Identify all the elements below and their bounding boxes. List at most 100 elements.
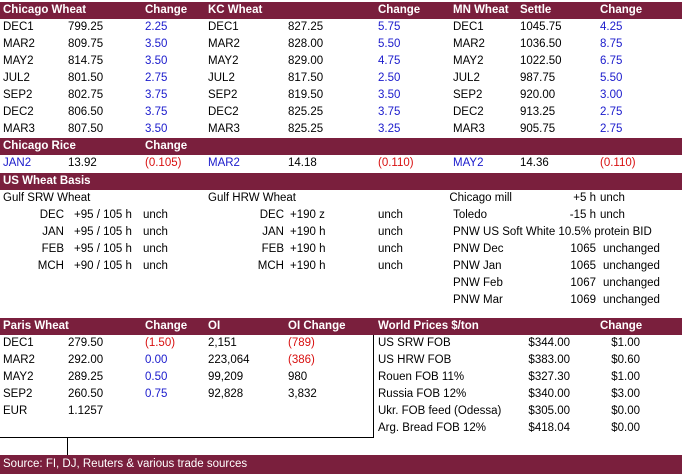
pnw-label: PNW Feb [453, 277, 503, 289]
basis-subheader-row: Gulf SRW Wheat Gulf HRW Wheat Chicago mi… [0, 190, 682, 207]
world-price-change: $1.00 [611, 337, 640, 349]
rice-month: JAN2 [3, 157, 32, 169]
hrw-status: unch [378, 260, 403, 272]
chicago-mill-value: +5 h [573, 192, 596, 204]
kc-price: 825.25 [288, 123, 324, 135]
grain-futures-row: JUL2 801.50 2.75 JUL2 817.50 2.50 JUL2 987.75 5.… [0, 70, 682, 87]
kc-price: 825.25 [288, 106, 324, 118]
mn-change: 2.75 [600, 106, 623, 118]
world-price-value: $340.00 [528, 388, 570, 400]
pnw-status: unchanged [603, 260, 660, 272]
rice-price: 14.18 [288, 157, 317, 169]
paris-month: MAR2 [3, 354, 35, 366]
mn-change-header: Change [600, 4, 643, 16]
paris-change: 0.75 [145, 388, 168, 400]
chicago-month: DEC2 [3, 106, 34, 118]
pnw-label: PNW Mar [453, 294, 503, 306]
eur-label: EUR [3, 405, 28, 417]
pnw-value: 1067 [570, 277, 596, 289]
rice-month: MAY2 [453, 157, 484, 169]
mn-change: 6.75 [600, 55, 623, 67]
grain-futures-row: MAR3 807.50 3.50 MAR3 825.25 3.25 MAR3 905.75 2.… [0, 121, 682, 138]
world-price-row: Arg. Bread FOB 12% $418.04 $0.00 [0, 420, 682, 437]
paris-oi-change: 980 [288, 371, 308, 383]
paris-oi-change-header: OI Change [288, 320, 346, 332]
paris-oi: 223,064 [208, 354, 250, 366]
paris-oi-header: OI [208, 320, 221, 332]
world-price-row: US SRW FOB $344.00 $1.00 [0, 335, 682, 352]
paris-month: MAY2 [3, 371, 34, 383]
chicago-change: 3.50 [145, 55, 168, 67]
chicago-change: 2.25 [145, 21, 168, 33]
mn-change: 8.75 [600, 38, 623, 50]
paris-oi: 99,209 [208, 371, 244, 383]
srw-basis-value: +95 / 105 h [74, 209, 132, 221]
srw-basis-value: +95 / 105 h [74, 243, 132, 255]
kc-change: 5.50 [378, 38, 401, 50]
chicago-mill-label: Chicago mill [449, 192, 512, 204]
paris-price: 279.50 [68, 337, 104, 349]
mn-month: SEP2 [453, 89, 483, 101]
rice-header: Chicago Rice Change [0, 138, 682, 155]
world-price-row: Ukr. FOB feed (Odessa) $305.00 $0.00 [0, 403, 682, 420]
grains-header: Chicago Wheat Change KC Wheat Change MN … [0, 2, 682, 19]
paris-price: 260.50 [68, 388, 104, 400]
mn-change: 4.25 [600, 21, 623, 33]
kc-change: 2.50 [378, 72, 401, 84]
basis-row: FEB +95 / 105 h unch FEB +190 h unch PNW Dec 10… [0, 241, 682, 258]
chicago-change: 3.75 [145, 106, 168, 118]
kc-change: 5.75 [378, 21, 401, 33]
chicago-month: MAR2 [3, 38, 35, 50]
kc-wheat-title: KC Wheat [208, 4, 263, 16]
paris-oi: 2,151 [208, 337, 237, 349]
pnw-label: PNW Jan [453, 260, 502, 272]
kc-price: 819.50 [288, 89, 324, 101]
world-price-label: US SRW FOB [378, 337, 451, 349]
world-price-change: $0.00 [611, 422, 640, 434]
paris-wheat-row: SEP2 260.50 0.75 92,828 3,832 [0, 386, 372, 403]
rice-price: 14.36 [520, 157, 549, 169]
chicago-price: 807.50 [68, 123, 104, 135]
hrw-month: JAN [262, 226, 284, 238]
rice-price: 13.92 [68, 157, 97, 169]
paris-price: 292.00 [68, 354, 104, 366]
world-price-value: $344.00 [528, 337, 570, 349]
mn-price: 1045.75 [520, 21, 562, 33]
kc-change: 3.50 [378, 89, 401, 101]
world-price-label: US HRW FOB [378, 354, 452, 366]
paris-oi-change: (789) [288, 337, 315, 349]
srw-basis-value: +95 / 105 h [74, 226, 132, 238]
world-price-label: Russia FOB 12% [378, 388, 467, 400]
paris-wheat-row: MAY2 289.25 0.50 99,209 980 [0, 369, 372, 386]
hrw-status: unch [378, 209, 403, 221]
eur-value: 1.1257 [68, 405, 104, 417]
chicago-price: 802.75 [68, 89, 104, 101]
world-price-label: Rouen FOB 11% [378, 371, 465, 383]
chicago-change: 2.75 [145, 72, 168, 84]
pnw-label: PNW Dec [453, 243, 504, 255]
toledo-label: Toledo [453, 209, 487, 221]
paris-price: 289.25 [68, 371, 104, 383]
chicago-price: 806.50 [68, 106, 104, 118]
grain-futures-row: SEP2 802.75 3.75 SEP2 819.50 3.50 SEP2 920.00 3.… [0, 87, 682, 104]
srw-month: MCH [37, 260, 64, 272]
hrw-basis-value: +190 h [290, 226, 326, 238]
kc-month: MAY2 [208, 55, 239, 67]
mn-price: 913.25 [520, 106, 556, 118]
chicago-month: JUL2 [3, 72, 30, 84]
hrw-status: unch [378, 243, 403, 255]
rice-title: Chicago Rice [3, 140, 76, 152]
kc-price: 817.50 [288, 72, 324, 84]
pnw-value: 1065 [570, 260, 596, 272]
mn-wheat-title: MN Wheat [453, 4, 509, 16]
mn-change: 3.00 [600, 89, 623, 101]
world-price-label: Ukr. FOB feed (Odessa) [378, 405, 502, 417]
footer-divider [67, 437, 68, 455]
chicago-price: 799.25 [68, 21, 104, 33]
toledo-value: -15 h [569, 209, 596, 221]
srw-status: unch [143, 209, 168, 221]
block-bottom-rule [0, 437, 374, 438]
chicago-mill-status: unch [600, 192, 625, 204]
hrw-status: unch [378, 226, 403, 238]
kc-price: 828.00 [288, 38, 324, 50]
